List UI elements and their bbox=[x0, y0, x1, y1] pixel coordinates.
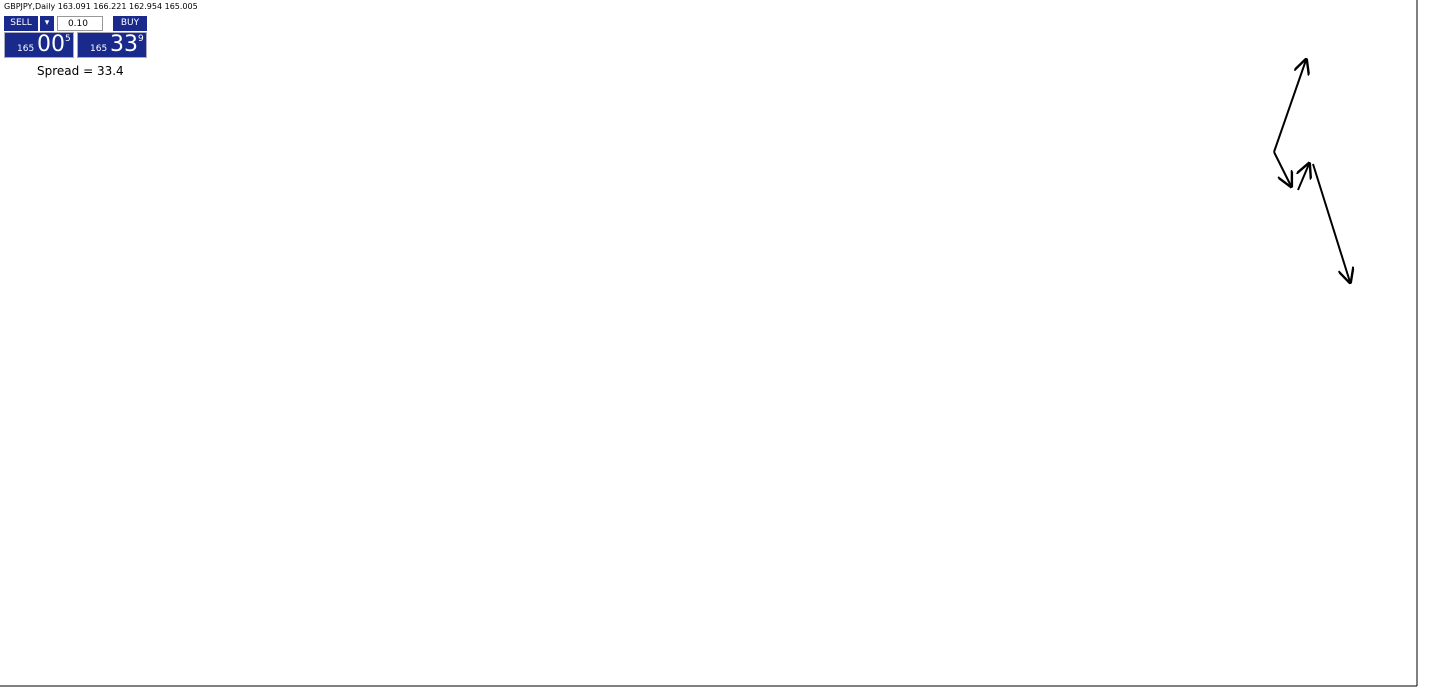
arrow bbox=[1273, 60, 1306, 153]
bid-quote[interactable]: 165 00 5 bbox=[4, 32, 74, 58]
bid-pips: 00 bbox=[37, 32, 65, 57]
ask-pips: 33 bbox=[110, 32, 138, 57]
sell-button[interactable]: SELL bbox=[4, 16, 38, 31]
ask-big: 165 bbox=[90, 44, 108, 54]
arrow bbox=[1273, 151, 1291, 186]
ask-point: 9 bbox=[138, 34, 144, 44]
lot-menu[interactable]: ▾ bbox=[40, 16, 54, 31]
lot-input[interactable]: 0.10 bbox=[57, 16, 103, 31]
buy-button[interactable]: BUY bbox=[113, 16, 147, 31]
bid-point: 5 bbox=[65, 34, 71, 44]
ask-quote[interactable]: 165 33 9 bbox=[77, 32, 147, 58]
drawn-arrows bbox=[1273, 60, 1350, 282]
bid-big: 165 bbox=[17, 44, 35, 54]
chart-title: GBPJPY,Daily 163.091 166.221 162.954 165… bbox=[4, 2, 198, 11]
spread: Spread = 33.4 bbox=[37, 64, 124, 78]
arrow bbox=[1298, 164, 1309, 191]
arrow bbox=[1312, 163, 1350, 282]
